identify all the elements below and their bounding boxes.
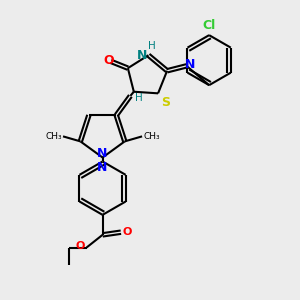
Text: CH₃: CH₃ [143,132,160,141]
Text: O: O [103,54,114,67]
Text: N: N [185,58,196,71]
Text: O: O [123,227,132,237]
Text: CH₃: CH₃ [45,132,62,141]
Text: H: H [135,93,143,103]
Text: S: S [161,96,170,109]
Text: N: N [137,49,147,62]
Text: N: N [98,147,108,160]
Text: Cl: Cl [202,19,216,32]
Text: N: N [98,161,108,174]
Text: O: O [76,241,85,251]
Text: H: H [148,40,156,51]
